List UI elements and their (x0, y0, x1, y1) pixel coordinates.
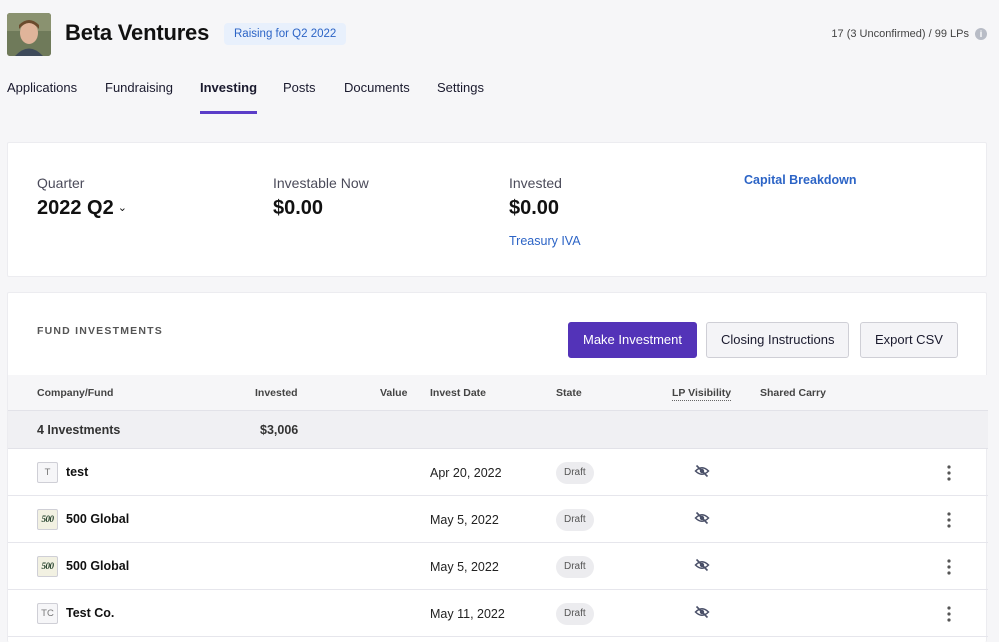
quarter-value: 2022 Q2 (37, 197, 114, 219)
company-logo: 500 (37, 556, 58, 577)
treasury-iva-link[interactable]: Treasury IVA (509, 234, 581, 248)
invest-date: May 5, 2022 (430, 560, 499, 574)
eye-slash-icon[interactable] (694, 511, 710, 525)
closing-instructions-button[interactable]: Closing Instructions (706, 322, 850, 358)
tab-documents[interactable]: Documents (344, 80, 410, 95)
avatar[interactable] (7, 13, 51, 56)
invest-date: May 5, 2022 (430, 513, 499, 527)
tab-applications[interactable]: Applications (7, 80, 78, 95)
more-vertical-icon[interactable] (944, 557, 954, 577)
eye-slash-icon[interactable] (694, 464, 710, 478)
make-investment-button[interactable]: Make Investment (568, 322, 697, 358)
export-csv-button[interactable]: Export CSV (860, 322, 958, 358)
invest-date: Apr 20, 2022 (430, 466, 502, 480)
eye-slash-icon[interactable] (694, 558, 710, 572)
company-name[interactable]: 500 Global (66, 512, 130, 526)
tab-settings[interactable]: Settings (437, 80, 484, 95)
state-badge: Draft (556, 603, 594, 625)
company-name[interactable]: 500 Global (66, 559, 130, 573)
fund-investments-card: FUND INVESTMENTS Make Investment Closing… (7, 292, 988, 642)
more-vertical-icon[interactable] (944, 510, 954, 530)
fund-name: Beta Ventures (65, 20, 210, 45)
state-badge: Draft (556, 509, 594, 531)
more-vertical-icon[interactable] (944, 463, 954, 483)
more-vertical-icon[interactable] (944, 604, 954, 624)
tab-fundraising[interactable]: Fundraising (105, 80, 173, 95)
column-lp-visibility[interactable]: LP Visibility (672, 387, 732, 401)
table-row[interactable]: 500 500 Global May 5, 2022 Draft (8, 496, 988, 543)
table-row[interactable]: 500 500 Global May 5, 2022 Draft (8, 543, 988, 590)
info-icon[interactable]: i (975, 28, 987, 40)
invest-date: May 11, 2022 (430, 607, 505, 621)
invested-value: $0.00 (509, 197, 560, 219)
company-name[interactable]: test (66, 465, 89, 479)
state-badge: Draft (556, 462, 594, 484)
company-logo: 500 (37, 509, 58, 530)
raising-badge: Raising for Q2 2022 (224, 23, 347, 45)
capital-breakdown-link[interactable]: Capital Breakdown (744, 173, 857, 187)
invested-column: Invested $0.00 Treasury IVA (509, 175, 581, 248)
company-logo: T (37, 462, 58, 483)
table-row[interactable]: TC Test Co. May 11, 2022 Draft (8, 590, 988, 637)
tab-posts[interactable]: Posts (283, 80, 316, 95)
chevron-down-icon: ⌄ (117, 202, 127, 214)
company-logo: TC (37, 603, 58, 624)
column-shared-carry[interactable]: Shared Carry (760, 387, 826, 399)
eye-slash-icon[interactable] (694, 605, 710, 619)
column-invest-date[interactable]: Invest Date (430, 387, 487, 399)
state-badge: Draft (556, 556, 594, 578)
invested-label: Invested (509, 175, 562, 191)
company-name[interactable]: Test Co. (66, 606, 115, 620)
investable-value: $0.00 (273, 197, 324, 219)
total-invested: $3,006 (260, 423, 299, 437)
column-value[interactable]: Value (380, 387, 408, 399)
lp-count: 17 (3 Unconfirmed) / 99 LPs (831, 28, 969, 40)
investable-column: Investable Now $0.00 (273, 175, 369, 220)
section-title: FUND INVESTMENTS (37, 325, 163, 337)
page-header: Beta Ventures Raising for Q2 2022 17 (3 … (0, 0, 999, 130)
investable-label: Investable Now (273, 175, 369, 191)
quarter-select[interactable]: 2022 Q2 ⌄ (37, 197, 127, 220)
column-state[interactable]: State (556, 387, 582, 399)
table-header: Company/Fund Invested Value Invest Date … (8, 375, 988, 411)
quarter-label: Quarter (37, 175, 85, 191)
column-company[interactable]: Company/Fund (37, 387, 114, 399)
table-row[interactable]: T test Apr 20, 2022 Draft (8, 449, 988, 496)
tab-investing[interactable]: Investing (200, 80, 258, 114)
capital-summary-card: Quarter 2022 Q2 ⌄ Investable Now $0.00 In… (7, 142, 987, 277)
column-invested[interactable]: Invested (255, 387, 298, 399)
investment-count: 4 Investments (37, 423, 121, 437)
quarter-column: Quarter 2022 Q2 ⌄ (37, 175, 127, 220)
totals-row: 4 Investments $3,006 (8, 411, 988, 449)
